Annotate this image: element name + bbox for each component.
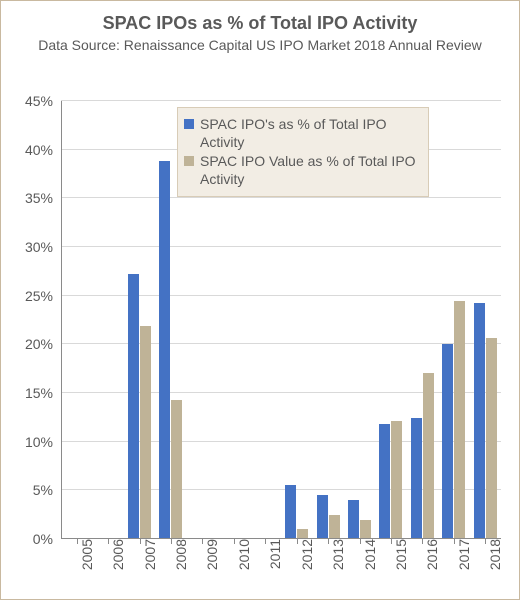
category-slot: 2007 — [124, 101, 155, 539]
bar — [360, 520, 371, 539]
x-tick-label: 2011 — [261, 539, 283, 569]
legend-item: SPAC IPO Value as % of Total IPO Activit… — [184, 153, 420, 188]
bar — [140, 326, 151, 539]
x-tick-label: 2007 — [136, 539, 158, 570]
x-tick-label: 2006 — [104, 539, 126, 570]
x-tick-label: 2009 — [198, 539, 220, 570]
y-tick-label: 30% — [25, 239, 61, 255]
legend-swatch — [184, 156, 194, 166]
bar — [285, 485, 296, 539]
x-tick-label: 2017 — [450, 539, 472, 570]
bar — [411, 418, 422, 539]
x-tick-label: 2013 — [324, 539, 346, 570]
legend-label: SPAC IPO Value as % of Total IPO Activit… — [200, 153, 420, 188]
x-tick-label: 2015 — [387, 539, 409, 570]
bar — [329, 515, 340, 539]
x-tick-label: 2010 — [230, 539, 252, 570]
x-tick-label: 2018 — [481, 539, 503, 570]
bar — [454, 301, 465, 539]
chart-subtitle: Data Source: Renaissance Capital US IPO … — [1, 37, 519, 55]
bar — [128, 274, 139, 539]
category-slot: 2006 — [92, 101, 123, 539]
chart-container: SPAC IPOs as % of Total IPO Activity Dat… — [0, 0, 520, 600]
y-axis-line — [61, 101, 62, 539]
y-tick-label: 0% — [33, 531, 61, 547]
y-tick-label: 40% — [25, 142, 61, 158]
y-tick-label: 10% — [25, 434, 61, 450]
y-tick-label: 25% — [25, 288, 61, 304]
bar — [348, 500, 359, 539]
bar — [317, 495, 328, 539]
legend-label: SPAC IPO's as % of Total IPO Activity — [200, 116, 420, 151]
x-tick-label: 2012 — [293, 539, 315, 570]
y-tick-label: 35% — [25, 190, 61, 206]
y-tick-label: 45% — [25, 93, 61, 109]
legend-swatch — [184, 119, 194, 129]
chart-title: SPAC IPOs as % of Total IPO Activity — [1, 13, 519, 35]
bar — [442, 344, 453, 539]
x-tick-label: 2005 — [73, 539, 95, 570]
x-tick-label: 2014 — [356, 539, 378, 570]
y-tick-label: 5% — [33, 482, 61, 498]
y-tick-label: 20% — [25, 336, 61, 352]
plot-area: 0%5%10%15%20%25%30%35%40%45% 20052006200… — [61, 101, 501, 539]
legend: SPAC IPO's as % of Total IPO ActivitySPA… — [177, 107, 429, 197]
bar — [171, 400, 182, 539]
x-tick-label: 2008 — [167, 539, 189, 570]
bar — [391, 421, 402, 539]
category-slot: 2017 — [438, 101, 469, 539]
bar — [474, 303, 485, 539]
bar — [486, 338, 497, 539]
bar — [159, 161, 170, 539]
bar — [423, 373, 434, 539]
bar — [379, 424, 390, 539]
x-tick-label: 2016 — [418, 539, 440, 570]
legend-item: SPAC IPO's as % of Total IPO Activity — [184, 116, 420, 151]
y-tick-label: 15% — [25, 385, 61, 401]
category-slot: 2018 — [469, 101, 500, 539]
x-axis-line — [61, 538, 501, 539]
category-slot: 2005 — [61, 101, 92, 539]
